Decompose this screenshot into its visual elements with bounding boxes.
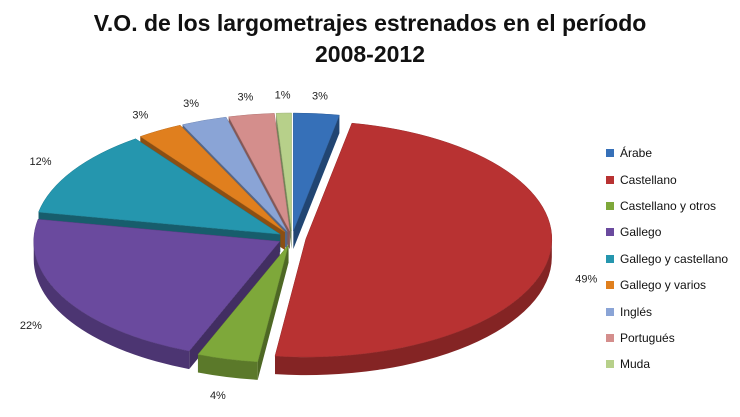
pie-slice-wall-0 (293, 115, 340, 250)
pie-label-7: 3% (237, 91, 253, 103)
pie-slice-side-3 (33, 241, 190, 370)
legend-label: Castellano y otros (620, 198, 717, 213)
pie-label-8: 1% (275, 90, 291, 102)
pie-slice-top-1 (274, 122, 553, 358)
legend-item: Gallego y castellano (606, 246, 740, 272)
legend-label: Inglés (620, 304, 653, 319)
pie-slice-wall-3 (189, 241, 280, 370)
legend-label: Árabe (620, 146, 653, 161)
pie-label-1: 49% (575, 273, 597, 285)
legend-swatch (606, 254, 614, 263)
legend-label: Gallego y varios (620, 278, 707, 293)
legend-swatch (606, 201, 614, 210)
pie-slice-top-0 (293, 112, 340, 232)
pie-slice-2 (197, 244, 289, 380)
pie-slice-wall-2 (257, 244, 289, 380)
pie-slice-0 (293, 112, 340, 250)
legend-swatch (606, 149, 614, 158)
pie-slice-top-3 (33, 218, 281, 352)
pie-slice-3 (33, 218, 281, 370)
chart-title-line-1: V.O. de los largometrajes estrenados en … (93, 10, 647, 36)
pie-label-5: 3% (132, 110, 148, 122)
pie-label-3: 22% (20, 320, 42, 332)
legend: Árabe Castellano Castellano y otros Gallego… (606, 140, 740, 378)
legend-item: Gallego (606, 219, 740, 245)
pie-slice-top-6 (182, 116, 288, 232)
legend-item: Inglés (606, 298, 740, 324)
legend-label: Muda (620, 357, 651, 372)
pie-slice-top-8 (275, 112, 292, 232)
legend-item: Gallego y varios (606, 272, 740, 298)
pie-slice-top-5 (139, 124, 286, 233)
legend-swatch (606, 175, 614, 184)
legend-item: Castellano y otros (606, 193, 740, 219)
pie-slice-top-2 (197, 244, 289, 363)
pie-slices (33, 112, 553, 380)
pie-slice-top-4 (38, 138, 281, 235)
legend-item: Castellano (606, 166, 740, 192)
chart-title: V.O. de los largometrajes estrenados en … (0, 8, 740, 70)
pie-label-6: 3% (183, 98, 199, 110)
chart-title-line-2: 2008-2012 (315, 41, 425, 67)
legend-swatch (606, 228, 614, 237)
pie-labels: 3% 49% 4% 22% 12% 3% 3% 3% 1% (20, 90, 598, 402)
legend-label: Gallego y castellano (620, 251, 729, 266)
pie-label-0: 3% (312, 90, 328, 102)
pie-slice-1 (274, 122, 553, 376)
legend-item: Muda (606, 351, 740, 377)
legend-swatch (606, 281, 614, 290)
legend-label: Gallego (620, 225, 662, 240)
pie-label-4: 12% (29, 156, 51, 168)
legend-label: Castellano (620, 172, 677, 187)
legend-swatch (606, 307, 614, 316)
pie-slice-side-1 (274, 239, 552, 376)
legend-item: Portugués (606, 325, 740, 351)
legend-label: Portugués (620, 330, 675, 345)
pie-label-2: 4% (210, 390, 226, 402)
legend-swatch (606, 333, 614, 342)
legend-item: Árabe (606, 140, 740, 166)
pie-slice-top-7 (228, 113, 291, 232)
legend-swatch (606, 360, 614, 369)
